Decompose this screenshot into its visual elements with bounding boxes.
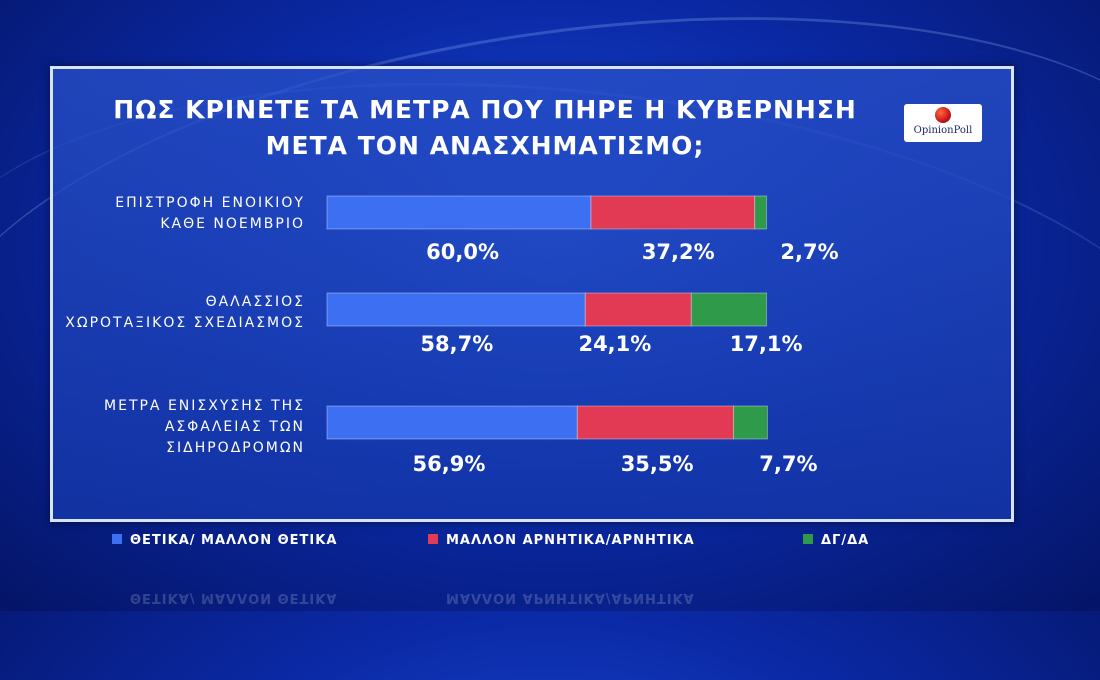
chart-title: ΠΩΣ ΚΡΙΝΕΤΕ ΤΑ ΜΕΤΡΑ ΠΟΥ ΠΗΡΕ Η ΚΥΒΕΡΝΗΣ… bbox=[100, 92, 870, 164]
category-label: ΜΕΤΡΑ ΕΝΙΣΧΥΣΗΣ ΤΗΣ ΑΣΦΑΛΕΙΑΣ ΤΩΝ ΣΙΔΗΡΟ… bbox=[104, 398, 305, 456]
reflection-label: ΜΑΛΛΟΝ ΑΡΝΗΤΙΚΑ/ΑΡΝΗΤΙΚΑ bbox=[446, 590, 695, 605]
bar-segment-positive bbox=[326, 292, 586, 327]
legend-swatch-negative bbox=[428, 534, 438, 544]
opinionpoll-logo: OpinionPoll bbox=[904, 104, 982, 142]
legend-label-dk: ΔΓ/ΔΑ bbox=[821, 533, 870, 548]
legend-swatch-positive bbox=[112, 534, 122, 544]
legend-item-negative: ΜΑΛΛΟΝ ΑΡΝΗΤΙΚΑ/ΑΡΝΗΤΙΚΑ bbox=[428, 533, 695, 553]
bar-segment-negative bbox=[584, 292, 692, 327]
category-label: ΕΠΙΣΤΡΟΦΗ ΕΝΟΙΚΙΟΥ ΚΑΘΕ ΝΟΕΜΒΡΙΟ bbox=[115, 195, 305, 232]
legend-reflection: ΘΕΤΙΚΑ/ ΜΑΛΛΟΝ ΘΕΤΙΚΑ ΜΑΛΛΟΝ ΑΡΝΗΤΙΚΑ/ΑΡ… bbox=[0, 580, 1100, 611]
legend-label-positive: ΘΕΤΙΚΑ/ ΜΑΛΛΟΝ ΘΕΤΙΚΑ bbox=[130, 533, 338, 548]
value-label-dk: 17,1% bbox=[730, 332, 803, 356]
value-label-positive: 58,7% bbox=[420, 332, 493, 356]
bar-segment-positive bbox=[326, 405, 578, 440]
legend-item-positive: ΘΕΤΙΚΑ/ ΜΑΛΛΟΝ ΘΕΤΙΚΑ bbox=[112, 533, 337, 553]
legend-item-dk: ΔΓ/ΔΑ bbox=[803, 533, 869, 553]
bar-segment-negative bbox=[590, 195, 756, 230]
bar-segment-dk bbox=[733, 405, 768, 440]
value-label-negative: 35,5% bbox=[621, 452, 694, 476]
value-label-positive: 60,0% bbox=[426, 240, 499, 264]
logo-ball-icon bbox=[935, 107, 951, 123]
bar-segment-dk bbox=[690, 292, 768, 327]
category-label: ΘΑΛΑΣΣΙΟΣ ΧΩΡΟΤΑΞΙΚΟΣ ΣΧΕΔΙΑΣΜΟΣ bbox=[65, 294, 305, 331]
title-line-2: ΜΕΤΑ ΤΟΝ ΑΝΑΣΧΗΜΑΤΙΣΜΟ; bbox=[265, 131, 705, 160]
bar-segment-positive bbox=[326, 195, 592, 230]
logo-text: OpinionPoll bbox=[913, 125, 973, 136]
legend-label-negative: ΜΑΛΛΟΝ ΑΡΝΗΤΙΚΑ/ΑΡΝΗΤΙΚΑ bbox=[446, 533, 695, 548]
bar-segment-negative bbox=[576, 405, 735, 440]
value-label-dk: 2,7% bbox=[780, 240, 838, 264]
value-label-dk: 7,7% bbox=[759, 452, 817, 476]
bar-segment-dk bbox=[754, 195, 768, 230]
value-label-negative: 24,1% bbox=[578, 332, 651, 356]
value-label-positive: 56,9% bbox=[413, 452, 486, 476]
reflection-label: ΘΕΤΙΚΑ/ ΜΑΛΛΟΝ ΘΕΤΙΚΑ bbox=[130, 590, 338, 605]
stacked-bar-chart: 60,0% 37,2% 2,7% 58,7% 24,1% 17,1% 56,9% 35,5% 7… bbox=[326, 195, 838, 476]
value-label-negative: 37,2% bbox=[642, 240, 715, 264]
legend-swatch-dk bbox=[803, 534, 813, 544]
title-line-1: ΠΩΣ ΚΡΙΝΕΤΕ ΤΑ ΜΕΤΡΑ ΠΟΥ ΠΗΡΕ Η ΚΥΒΕΡΝΗΣ… bbox=[113, 95, 857, 124]
